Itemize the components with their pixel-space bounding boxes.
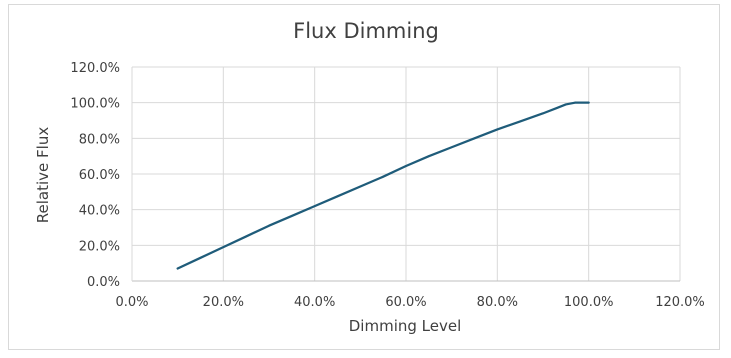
data-point: [382, 175, 385, 178]
chart-title: Flux Dimming: [293, 19, 439, 43]
data-point: [222, 246, 225, 249]
y-tick-label: 40.0%: [79, 204, 120, 219]
x-tick-label: 0.0%: [115, 295, 148, 310]
x-tick-label: 40.0%: [294, 295, 335, 310]
y-tick-label: 100.0%: [70, 97, 120, 112]
data-point: [313, 205, 316, 208]
y-tick-label: 60.0%: [79, 168, 120, 183]
x-tick-label: 100.0%: [564, 295, 614, 310]
x-tick-label: 120.0%: [655, 295, 705, 310]
data-point: [519, 120, 522, 123]
y-tick-label: 0.0%: [87, 275, 120, 290]
y-tick-label: 80.0%: [79, 132, 120, 147]
data-point: [555, 107, 558, 109]
y-axis-ticks: 0.0% 20.0% 40.0% 60.0% 80.0% 100.0% 120.0%: [70, 61, 120, 290]
axes: [131, 67, 680, 282]
data-point: [574, 101, 576, 104]
data-point: [564, 103, 567, 106]
gridlines: [132, 66, 681, 281]
data-point: [290, 215, 293, 217]
chart-frame: [8, 4, 720, 350]
series-line: [176, 101, 590, 270]
data-point: [496, 128, 499, 131]
data-point: [176, 267, 179, 270]
data-point: [336, 195, 339, 198]
data-point: [268, 224, 270, 227]
x-axis-ticks: 0.0% 20.0% 40.0% 60.0% 80.0% 100.0% 120.0%: [115, 295, 704, 310]
data-point: [199, 256, 202, 259]
data-point: [450, 146, 453, 149]
y-tick-label: 120.0%: [70, 61, 120, 76]
data-point: [405, 165, 407, 167]
y-tick-label: 20.0%: [79, 239, 120, 254]
x-tick-label: 80.0%: [477, 295, 518, 310]
data-point: [542, 112, 544, 115]
data-point: [587, 101, 590, 104]
y-axis-label: Relative Flux: [34, 127, 52, 224]
x-axis-label: Dimming Level: [349, 317, 462, 335]
x-tick-label: 60.0%: [385, 295, 426, 310]
data-point: [359, 185, 362, 188]
series-layer: [176, 101, 590, 270]
x-tick-label: 20.0%: [203, 295, 244, 310]
data-point: [245, 235, 248, 238]
data-point: [473, 137, 476, 140]
data-point: [427, 155, 430, 158]
